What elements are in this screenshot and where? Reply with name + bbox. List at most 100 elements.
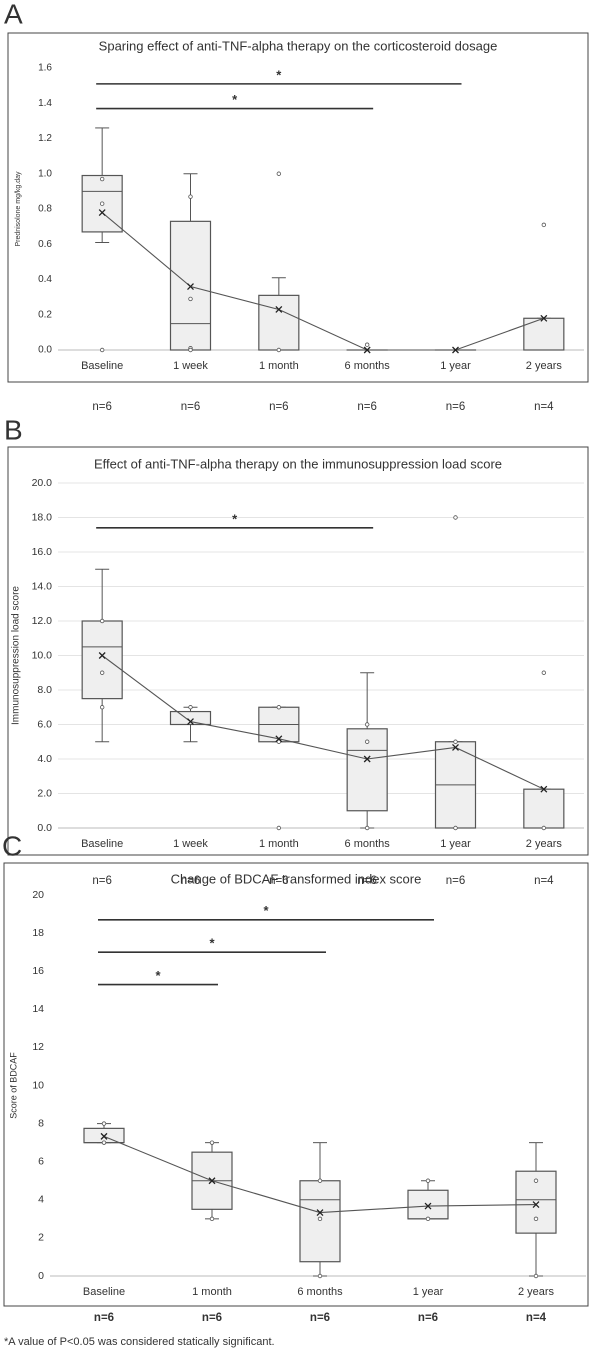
box <box>407 1189 449 1220</box>
panel-label: B <box>4 414 23 445</box>
y-tick-label: 18.0 <box>32 511 53 523</box>
y-tick-label: 8 <box>38 1117 44 1129</box>
n-label: n=6 <box>269 401 289 413</box>
mean-marker <box>100 1132 108 1140</box>
data-point <box>425 1178 431 1183</box>
panel-label: A <box>4 0 23 29</box>
y-tick-label: 0.0 <box>37 822 52 834</box>
mean-marker <box>540 785 548 793</box>
data-point <box>188 296 193 302</box>
data-point <box>317 1273 323 1279</box>
n-label: n=6 <box>446 875 466 887</box>
mean-marker <box>424 1202 432 1210</box>
data-point <box>99 618 105 624</box>
mean-marker <box>98 652 106 659</box>
y-tick-label: 10.0 <box>32 649 53 661</box>
data-point <box>99 705 105 710</box>
x-tick-label: 1 month <box>259 838 299 850</box>
significance-label: * <box>155 968 161 983</box>
footnote: *A value of P<0.05 was considered static… <box>4 1336 275 1348</box>
data-point <box>276 825 282 831</box>
data-point <box>453 739 458 744</box>
x-tick-label: 6 months <box>345 838 391 850</box>
chart-title: Effect of anti-TNF-alpha therapy on the … <box>94 456 502 471</box>
data-point <box>209 1140 215 1145</box>
x-tick-label: 2 years <box>526 838 563 850</box>
y-tick-label: 0 <box>38 1270 44 1282</box>
y-tick-label: 2.0 <box>37 787 52 799</box>
y-tick-label: 4.0 <box>37 753 52 765</box>
data-point <box>425 1216 431 1222</box>
significance-label: * <box>263 903 269 918</box>
mean-line <box>101 655 545 790</box>
significance-label: * <box>209 936 215 951</box>
x-tick-label: Baseline <box>81 838 123 850</box>
y-tick-label: 4 <box>38 1194 44 1206</box>
mean-marker <box>363 755 371 763</box>
panel-frame <box>7 446 589 856</box>
n-label: n=6 <box>269 875 289 887</box>
data-point <box>364 739 370 744</box>
data-point <box>533 1273 539 1279</box>
y-tick-label: 20.0 <box>32 477 53 489</box>
mean-marker <box>540 314 548 322</box>
data-point <box>101 1140 107 1145</box>
significance-label: * <box>276 67 282 82</box>
y-tick-label: 1.0 <box>38 168 52 179</box>
data-point <box>533 1178 539 1183</box>
x-tick-label: 1 year <box>413 1286 444 1298</box>
x-tick-label: 1 month <box>192 1286 232 1298</box>
n-label: n=6 <box>92 401 112 413</box>
y-tick-label: 16.0 <box>32 546 53 558</box>
n-label: n=6 <box>92 875 112 887</box>
panel-label: C <box>2 830 22 861</box>
x-tick-label: Baseline <box>81 360 123 372</box>
y-tick-label: 0.4 <box>38 274 52 285</box>
mean-marker <box>452 346 459 354</box>
y-tick-label: 20 <box>32 889 44 901</box>
n-label: n=4 <box>526 1312 547 1324</box>
y-tick-label: 1.6 <box>38 63 52 74</box>
y-tick-label: 1.4 <box>38 98 52 109</box>
box <box>523 788 565 829</box>
n-label: n=6 <box>310 1312 330 1324</box>
data-point <box>188 705 193 710</box>
data-point <box>317 1178 323 1183</box>
mean-marker <box>452 743 459 751</box>
n-label: n=6 <box>418 1312 438 1324</box>
mean-marker <box>98 209 106 216</box>
y-tick-label: 12 <box>32 1041 44 1053</box>
y-tick-label: 0.6 <box>38 239 52 250</box>
y-axis-label: Score of BDCAF <box>8 1052 18 1119</box>
data-point <box>188 194 193 199</box>
y-axis-label: Immunosuppression load score <box>11 586 22 725</box>
x-tick-label: 1 year <box>440 838 471 850</box>
n-label: n=6 <box>357 875 377 887</box>
y-tick-label: 10 <box>32 1079 44 1091</box>
x-tick-label: 1 week <box>173 360 208 372</box>
x-tick-label: Baseline <box>83 1286 125 1298</box>
box <box>81 620 123 700</box>
x-tick-label: 2 years <box>518 1286 555 1298</box>
n-label: n=6 <box>202 1312 222 1324</box>
data-point <box>188 347 193 353</box>
data-point <box>541 825 547 831</box>
x-tick-label: 1 year <box>440 360 471 372</box>
data-point <box>541 222 547 228</box>
mean-marker <box>187 718 194 726</box>
y-tick-label: 0.8 <box>38 204 52 215</box>
data-point <box>453 825 458 831</box>
y-tick-label: 14.0 <box>32 580 53 592</box>
box <box>169 710 212 726</box>
mean-marker <box>275 306 283 313</box>
panel-frame <box>7 32 589 383</box>
mean-line <box>101 212 545 351</box>
y-tick-label: 8.0 <box>37 684 52 696</box>
y-tick-label: 0.2 <box>38 309 52 320</box>
mean-marker <box>532 1201 540 1209</box>
box <box>258 294 300 351</box>
data-point <box>364 722 370 727</box>
n-label: n=4 <box>534 875 554 887</box>
n-label: n=6 <box>446 401 466 413</box>
